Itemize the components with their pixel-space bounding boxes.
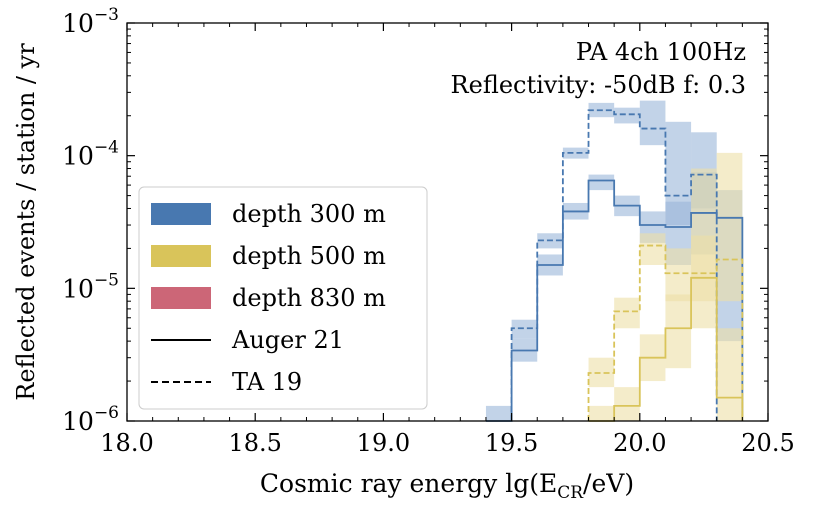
- y-tick-label-exponent: −3: [94, 5, 119, 25]
- legend-box: [138, 186, 428, 410]
- plot-frame: [126, 22, 769, 422]
- depth-300-m-auger21-band-bin-0: [485, 405, 512, 421]
- legend-label-depth-500-m: depth 500 m: [232, 242, 386, 270]
- x-tick-label: 20.5: [741, 429, 794, 457]
- x-axis-label-subscript: CR: [557, 483, 584, 503]
- x-tick-label: 18.5: [228, 429, 281, 457]
- y-tick-label-exponent: −5: [94, 270, 119, 290]
- legend-label-auger-21: Auger 21: [231, 326, 344, 354]
- annotation-detector: PA 4ch 100Hz: [576, 38, 746, 66]
- y-tick-label-base: 10: [62, 407, 94, 436]
- depth-500-m-auger21-band-bin-4: [588, 405, 615, 421]
- depth-300-m-ta19-band-bin-7: [665, 121, 692, 226]
- depth-500-m-ta19-band-bin-8: [691, 168, 717, 302]
- depth-500-m-auger21-line: [588, 276, 744, 422]
- x-tick-label: 19.0: [357, 429, 410, 457]
- x-tick-label: 20.0: [613, 429, 666, 457]
- y-tick-label-exponent: −6: [94, 403, 119, 423]
- legend: depth 300 m depth 500 m depth 830 m Auger 2…: [138, 186, 428, 410]
- depth-500-m-ta19-band-bin-4: [588, 357, 615, 388]
- depth-300-m-ta19-band-bin-5: [614, 107, 640, 124]
- y-tick-label: 10−4: [62, 138, 119, 171]
- legend-label-ta-19: TA 19: [232, 368, 302, 396]
- y-tick-label: 10−6: [62, 403, 119, 436]
- bands-layer: [485, 100, 743, 421]
- legend-handle-depth-830-m: [151, 287, 211, 309]
- depth-500-m-auger21-band-bin-9: [716, 328, 743, 421]
- depth-500-m-ta19-line: [587, 244, 744, 421]
- depth-300-m-ta19-line: [510, 109, 718, 421]
- depth-500-m-ta19-band-bin-7: [665, 248, 692, 302]
- depth-500-m-ta19-band-bin-5: [614, 297, 640, 329]
- x-axis-label: Cosmic ray energy lg(ECR/eV): [260, 469, 634, 503]
- legend-handle-depth-300-m: [151, 203, 211, 225]
- y-tick-label-exponent: −4: [94, 138, 119, 158]
- y-tick-label-base: 10: [62, 9, 94, 38]
- depth-500-m-auger21-band-bin-5: [614, 387, 640, 421]
- depth-500-m-auger21-band-bin-7: [665, 294, 692, 369]
- depth-300-m-ta19-band-bin-3: [562, 147, 589, 159]
- x-axis-label-prefix: Cosmic ray energy lg(E: [260, 469, 557, 498]
- y-tick-label: 10−5: [62, 270, 119, 303]
- y-axis-label: Reflected events / station / yr: [12, 43, 40, 401]
- depth-500-m-ta19-band-bin-9: [716, 152, 743, 302]
- legend-label-depth-300-m: depth 300 m: [232, 200, 386, 228]
- depth-500-m-ta19-band-bin-6: [639, 233, 666, 265]
- depth-300-m-ta19-band-bin-1: [511, 319, 538, 339]
- x-axis-label-suffix: /eV): [583, 469, 634, 498]
- y-tick-label-base: 10: [62, 274, 94, 303]
- legend-handle-depth-500-m: [151, 245, 211, 267]
- depth-300-m-ta19-band-bin-6: [639, 100, 666, 146]
- x-tick-label: 19.5: [485, 429, 538, 457]
- annotation-reflectivity: Reflectivity: -50dB f: 0.3: [451, 71, 746, 99]
- legend-label-depth-830-m: depth 830 m: [232, 284, 386, 312]
- ticks-layer: 18.0 18.5 19.0 19.5 20.0 20.510−610−510−410−3: [62, 5, 795, 457]
- depth-300-m-auger21-line: [485, 179, 744, 422]
- depth-300-m-auger21-band-bin-4: [588, 174, 615, 191]
- lines-layer: [485, 109, 744, 422]
- y-tick-label: 10−3: [62, 5, 119, 38]
- y-tick-label-base: 10: [62, 142, 94, 171]
- x-tick-label: 18.0: [100, 429, 153, 457]
